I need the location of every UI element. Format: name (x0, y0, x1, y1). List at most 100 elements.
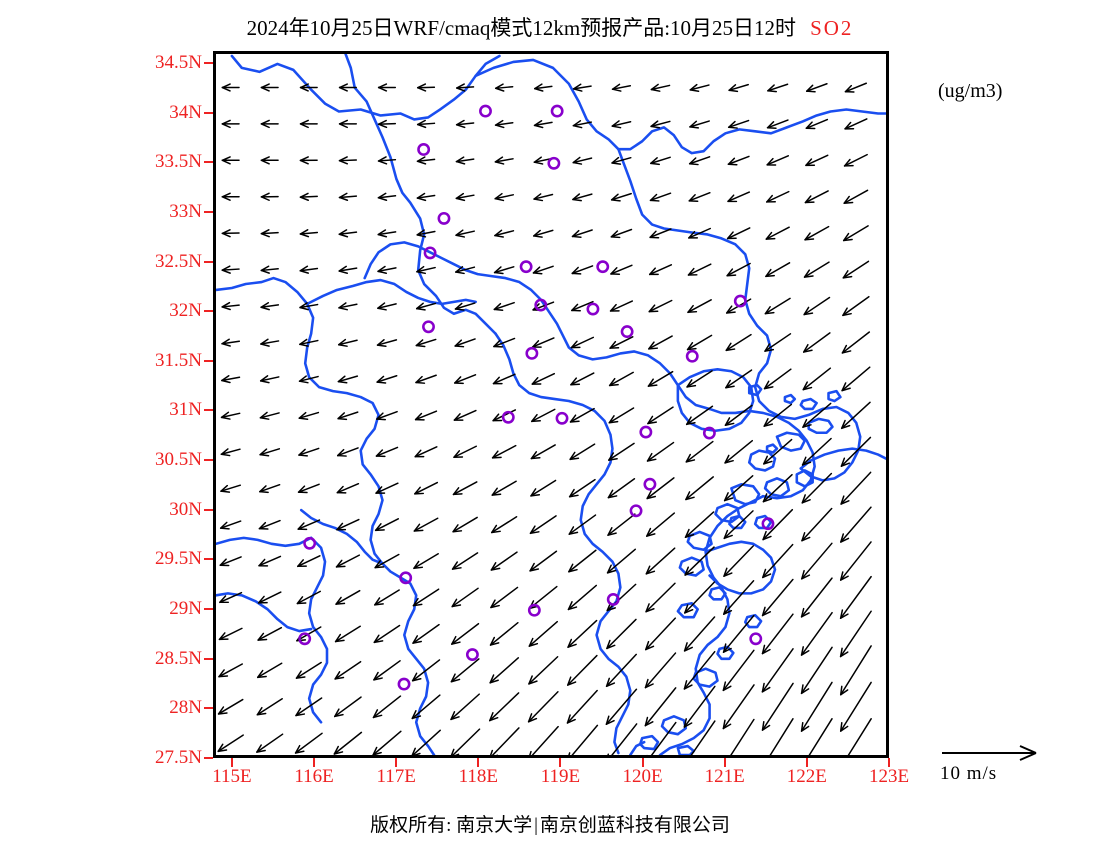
wind-arrow-head (220, 484, 231, 493)
wind-arrow-shaft (724, 404, 753, 426)
y-axis-tick-label: 27.5N (155, 747, 202, 768)
station-marker[interactable] (423, 246, 437, 260)
wind-arrow-head (802, 418, 812, 428)
station-marker[interactable] (519, 260, 533, 274)
wind-arrow-shaft (452, 516, 478, 533)
wind-arrow-shaft (336, 482, 360, 494)
wind-arrow-head (843, 195, 854, 204)
wind-arrow-head (221, 156, 231, 165)
station-marker[interactable] (606, 592, 620, 606)
wind-arrow-head (416, 229, 427, 238)
wind-arrow-head (607, 489, 618, 499)
wind-arrow-head (455, 119, 466, 129)
y-axis-tick-mark (204, 61, 213, 64)
wind-arrow-shaft (256, 733, 284, 753)
wind-arrow-shaft (646, 441, 675, 462)
wind-arrow-shaft (455, 266, 476, 273)
wind-arrow-head (726, 268, 737, 277)
x-axis-tick-label: 120E (622, 766, 663, 787)
wind-arrow-shaft (645, 582, 676, 613)
station-marker[interactable] (525, 346, 539, 360)
wind-arrow-shaft (606, 618, 637, 650)
station-marker[interactable] (303, 536, 317, 550)
wind-arrow-head (294, 744, 305, 754)
station-marker[interactable] (534, 298, 548, 312)
station-marker[interactable] (547, 156, 561, 170)
station-marker[interactable] (620, 325, 634, 339)
wind-arrow-head (219, 521, 230, 530)
station-marker[interactable] (501, 410, 515, 424)
station-marker[interactable] (702, 426, 716, 440)
wind-arrow-shaft (609, 336, 634, 349)
wind-arrow-head (376, 412, 387, 421)
wind-arrow-head (609, 303, 620, 312)
wind-arrow-head (801, 494, 811, 504)
wind-arrow-shaft (336, 518, 360, 531)
station-marker[interactable] (527, 603, 541, 617)
wind-arrow-head (644, 716, 654, 727)
station-marker[interactable] (397, 677, 411, 691)
wind-arrow-shaft (528, 655, 559, 685)
wind-arrow-shaft (728, 83, 749, 92)
wind-arrow-head (376, 375, 387, 384)
wind-arrow-shaft (606, 583, 637, 612)
station-marker[interactable] (639, 425, 653, 439)
station-marker[interactable] (629, 504, 643, 518)
wind-arrow-head (764, 305, 775, 315)
wind-arrow-shaft (569, 407, 595, 423)
station-marker[interactable] (437, 211, 451, 225)
wind-arrow-head (415, 302, 426, 311)
wind-arrow-shaft (532, 265, 554, 274)
wind-arrow-shaft (451, 552, 479, 570)
wind-arrow-head (802, 381, 813, 391)
wind-arrow-head (415, 339, 426, 348)
station-marker[interactable] (733, 294, 747, 308)
wind-arrow-head (645, 640, 655, 651)
station-marker[interactable] (555, 411, 569, 425)
wind-arrow-shaft (454, 338, 476, 347)
station-marker[interactable] (643, 477, 657, 491)
wind-arrow-head (684, 566, 694, 576)
wind-arrow-shaft (647, 370, 674, 387)
station-marker[interactable] (761, 517, 775, 531)
station-marker[interactable] (586, 302, 600, 316)
y-axis-tick-mark (204, 508, 213, 511)
coastline-layer (216, 54, 886, 755)
wind-arrow-head (841, 382, 851, 392)
wind-arrow-shaft (534, 85, 553, 90)
station-marker[interactable] (479, 104, 492, 118)
wind-arrow-shaft (839, 681, 872, 732)
wind-arrow-shaft (411, 659, 441, 682)
wind-arrow-head (377, 83, 388, 92)
wind-arrow-head (338, 156, 349, 165)
station-marker[interactable] (417, 143, 431, 156)
station-marker[interactable] (465, 648, 479, 662)
station-marker[interactable] (749, 632, 763, 646)
station-marker[interactable] (298, 632, 312, 646)
wind-arrow-shaft (567, 654, 598, 686)
wind-arrow-head (220, 411, 231, 420)
station-marker[interactable] (596, 260, 610, 274)
map-plot-area[interactable] (213, 51, 889, 758)
wind-arrow-shaft (723, 510, 754, 540)
wind-arrow-head (802, 343, 813, 353)
wind-arrow-head (295, 707, 306, 717)
station-marker[interactable] (399, 571, 413, 585)
wind-arrow-shaft (294, 732, 323, 754)
wind-arrow-head (297, 522, 308, 531)
wind-arrow-head (489, 749, 498, 755)
station-marker[interactable] (550, 104, 564, 118)
wind-arrow-head (260, 265, 270, 274)
wind-arrow-head (260, 156, 270, 165)
x-axis-tick-mark (395, 758, 398, 767)
wind-arrow-shaft (221, 340, 241, 345)
wind-arrow-shaft (650, 156, 671, 165)
wind-arrow-shaft (571, 724, 599, 755)
station-marker[interactable] (422, 320, 435, 334)
wind-arrow-head (764, 343, 775, 352)
wind-arrow-head (257, 632, 268, 641)
chart-title: 2024年10月25日WRF/cmaq模式12km预报产品:10月25日12时 S… (0, 12, 1100, 42)
station-marker[interactable] (685, 349, 699, 363)
wind-arrow-shaft (412, 588, 440, 607)
wind-arrow-shaft (494, 194, 514, 200)
